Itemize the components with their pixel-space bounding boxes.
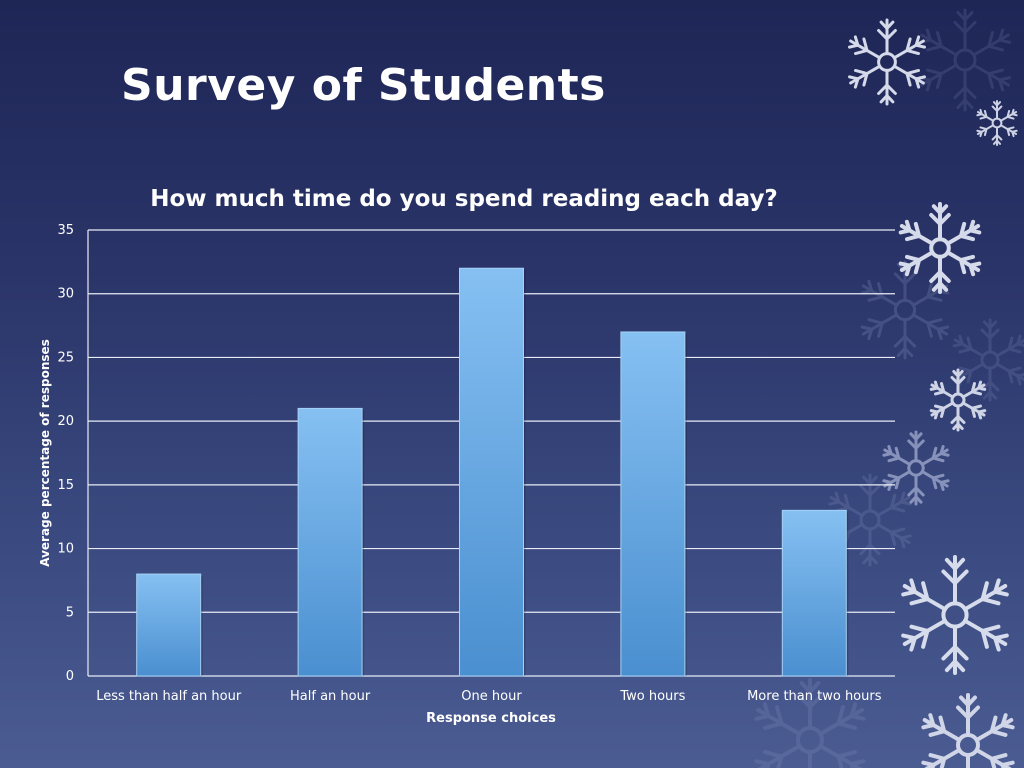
bar: [781, 509, 847, 677]
x-tick-label: Two hours: [619, 689, 685, 704]
y-tick-label: 25: [57, 350, 74, 365]
x-axis-label: Response choices: [426, 711, 556, 726]
y-tick-label: 20: [57, 414, 74, 429]
y-tick-label: 0: [66, 669, 74, 684]
x-tick-label: More than two hours: [747, 689, 882, 704]
tick-labels: 0 5 10 15 20 25 30 35 Less than half an hour Half…: [57, 223, 881, 704]
y-tick-label: 30: [57, 287, 74, 302]
chart-title: How much time do you spend reading each …: [150, 186, 778, 212]
y-tick-label: 15: [57, 478, 74, 493]
y-tick-label: 5: [66, 605, 74, 620]
bar: [620, 331, 686, 677]
y-tick-label: 10: [57, 542, 74, 557]
x-tick-label: Less than half an hour: [96, 689, 242, 704]
slide-title: Survey of Students: [121, 60, 606, 111]
bar: [459, 267, 524, 677]
x-tick-label: Half an hour: [290, 689, 371, 704]
y-tick-label: 35: [57, 223, 74, 238]
x-tick-label: One hour: [461, 689, 522, 704]
bar: [297, 407, 363, 677]
bars: [136, 267, 849, 677]
bar: [136, 573, 202, 677]
y-axis-label: Average percentage of responses: [38, 339, 52, 567]
